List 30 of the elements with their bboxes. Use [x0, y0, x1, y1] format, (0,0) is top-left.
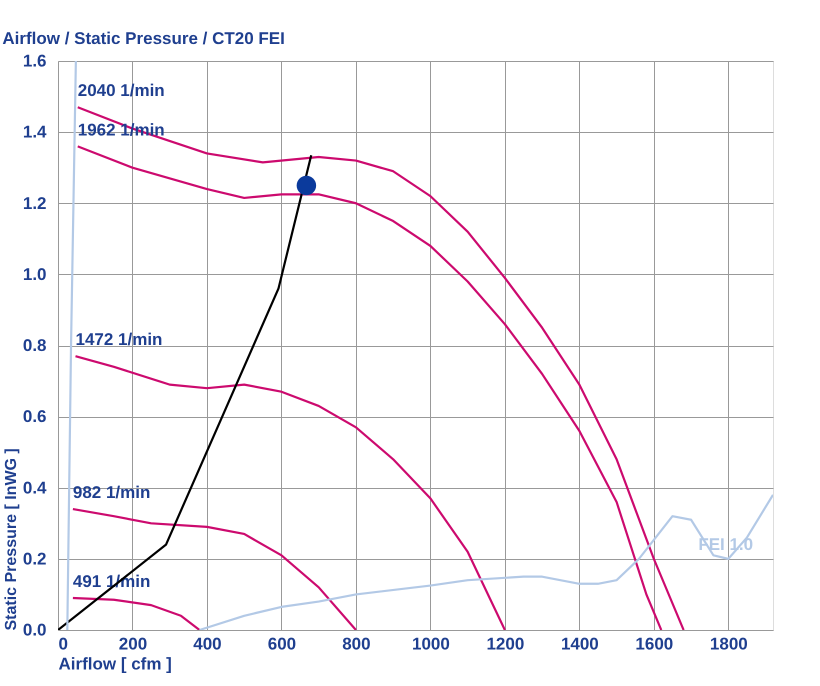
series-label: 2040 1/min: [78, 81, 165, 100]
line-series: [72, 508, 358, 630]
x-tick-label: 800: [342, 634, 371, 654]
y-tick-label: 0.4: [22, 478, 48, 498]
x-tick-label: 1800: [710, 634, 748, 654]
y-tick-label: 0.2: [22, 549, 46, 568]
x-tick-label: 200: [118, 634, 148, 654]
x-tick-label: 1400: [560, 634, 599, 654]
series-label: 982 1/min: [72, 483, 150, 502]
y-tick-label: 1.0: [22, 264, 46, 284]
y-tick-label: 0.8: [22, 336, 46, 355]
series-label: 1472 1/min: [76, 330, 162, 350]
y-tick-label: 1.2: [22, 194, 46, 213]
x-tick-label: 0: [58, 634, 68, 654]
x-tick-label: 1600: [635, 634, 674, 654]
y-tick-label: 1.6: [22, 52, 46, 70]
line-series: [58, 154, 312, 630]
x-tick-label: 600: [268, 634, 296, 654]
x-axis-title: Airflow [ cfm ]: [58, 654, 172, 674]
x-tick-label: 400: [193, 634, 222, 654]
x-tick-label: 1000: [412, 634, 450, 654]
line-series: [198, 494, 773, 630]
chart-title: Airflow / Static Pressure / CT20 FEI: [2, 29, 285, 48]
y-axis-title: Static Pressure [ InWG ]: [2, 448, 20, 630]
line-series: [72, 596, 201, 630]
line-series: [74, 355, 506, 630]
x-tick-label: 1200: [486, 634, 524, 654]
y-tick-label: 0.6: [22, 407, 46, 426]
y-tick-label: 0.0: [22, 620, 46, 640]
y-tick-label: 1.4: [22, 122, 48, 142]
